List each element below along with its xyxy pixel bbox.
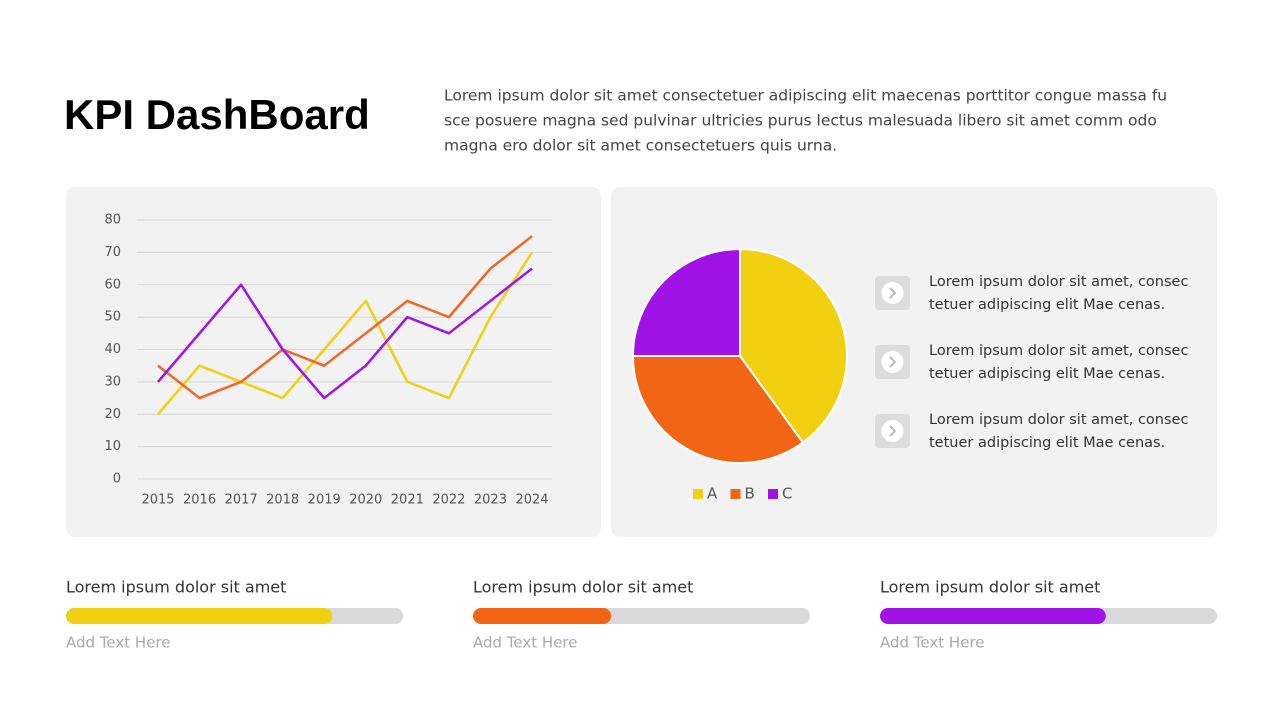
info-text: Lorem ipsum dolor sit amet, consec xyxy=(929,274,1188,290)
progress-label: Lorem ipsum dolor sit amet xyxy=(66,578,286,597)
info-text: Lorem ipsum dolor sit amet, consec xyxy=(929,412,1188,428)
legend-label: B xyxy=(745,485,755,503)
description: Lorem ipsum dolor sit amet consectetuer … xyxy=(444,87,1167,105)
info-icon-arrow xyxy=(889,356,897,368)
legend-swatch xyxy=(768,489,778,499)
y-tick-label: 20 xyxy=(104,407,121,422)
x-tick-label: 2020 xyxy=(349,493,382,508)
x-tick-label: 2015 xyxy=(141,493,174,508)
title: KPI DashBoard xyxy=(64,91,370,138)
x-tick-label: 2019 xyxy=(308,493,341,508)
x-tick-label: 2024 xyxy=(515,493,548,508)
description: sce posuere magna sed pulvinar ultricies… xyxy=(444,112,1157,130)
legend-swatch xyxy=(730,489,741,499)
line-series xyxy=(157,267,533,400)
x-tick-label: 2018 xyxy=(266,493,299,508)
panel xyxy=(66,187,601,537)
progress-bar xyxy=(880,608,1106,624)
pie-slice xyxy=(631,247,741,357)
info-icon-arrow xyxy=(889,287,897,299)
x-tick-label: 2023 xyxy=(474,493,507,508)
y-tick-label: 50 xyxy=(104,310,121,325)
pie-slice xyxy=(739,247,848,444)
info-text: tetuer adipiscing elit Mae cenas. xyxy=(929,435,1165,451)
info-icon xyxy=(881,420,904,442)
y-tick-label: 80 xyxy=(104,213,121,228)
y-tick-label: 30 xyxy=(104,374,121,389)
x-tick-label: 2022 xyxy=(432,493,465,508)
y-tick-label: 10 xyxy=(104,439,121,454)
legend-label: A xyxy=(707,485,718,503)
x-tick-label: 2017 xyxy=(225,493,258,508)
line-series xyxy=(157,251,534,416)
y-tick-label: 70 xyxy=(104,245,121,260)
progress-label: Lorem ipsum dolor sit amet xyxy=(473,578,693,597)
y-tick-label: 60 xyxy=(104,277,121,292)
x-tick-label: 2016 xyxy=(183,493,216,508)
info-icon xyxy=(881,351,904,373)
y-tick-label: 0 xyxy=(113,472,121,487)
info-icon-arrow xyxy=(889,425,897,437)
info-icon xyxy=(881,282,904,304)
info-text: tetuer adipiscing elit Mae cenas. xyxy=(929,366,1165,382)
progress-sublabel: Add Text Here xyxy=(66,634,171,652)
progress-sublabel: Add Text Here xyxy=(473,634,578,652)
description: magna ero dolor sit amet consectetuers q… xyxy=(444,137,837,155)
y-tick-label: 40 xyxy=(104,342,121,357)
info-text: tetuer adipiscing elit Mae cenas. xyxy=(929,297,1165,313)
progress-label: Lorem ipsum dolor sit amet xyxy=(880,578,1100,597)
progress-sublabel: Add Text Here xyxy=(880,634,985,652)
pie-slice xyxy=(631,355,805,464)
legend-label: C xyxy=(782,485,792,503)
info-text: Lorem ipsum dolor sit amet, consec xyxy=(929,343,1188,359)
legend-swatch xyxy=(693,489,703,499)
x-tick-label: 2021 xyxy=(391,493,424,508)
line-series xyxy=(157,235,533,400)
progress-bar xyxy=(473,608,612,624)
progress-bar xyxy=(66,608,333,624)
